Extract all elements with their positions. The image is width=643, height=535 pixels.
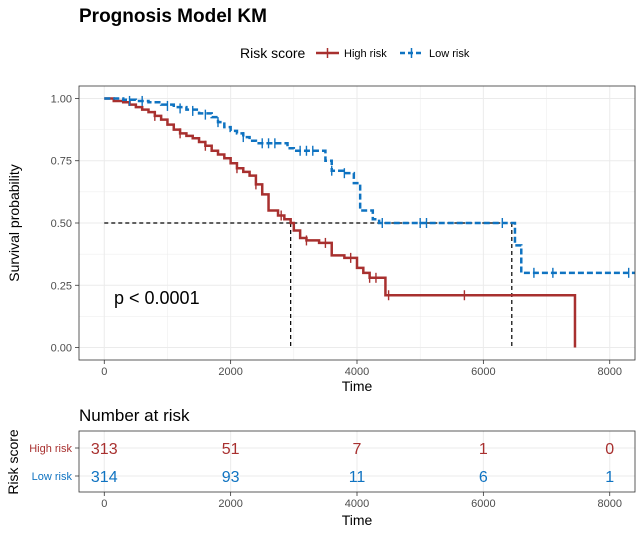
x-axis-label: Time — [342, 378, 373, 394]
risk-value-high-risk: 7 — [353, 441, 362, 458]
risk-table-y-axis-label: Risk score — [5, 429, 21, 495]
chart-title: Prognosis Model KM — [79, 6, 267, 27]
risk-x-tick-label: 4000 — [345, 498, 369, 510]
risk-x-tick-label: 6000 — [471, 498, 495, 510]
main-panel-border — [78, 85, 636, 361]
x-tick-label: 8000 — [597, 366, 621, 378]
risk-value-low-risk: 1 — [605, 469, 614, 486]
series-layer — [104, 95, 635, 348]
risk-panel-border — [78, 430, 636, 493]
risk-x-tick-label: 0 — [101, 498, 107, 510]
risk-value-low-risk: 314 — [91, 469, 118, 486]
x-tick-label: 2000 — [218, 366, 242, 378]
risk-table-x-axis-label: Time — [342, 512, 373, 528]
legend-label-low-risk: Low risk — [429, 48, 470, 60]
legend-label-high-risk: High risk — [344, 48, 387, 60]
x-tick-label: 6000 — [471, 366, 495, 378]
y-tick-label: 0.50 — [51, 218, 72, 230]
y-tick-label: 1.00 — [51, 93, 72, 105]
legend-title: Risk score — [240, 45, 306, 61]
legend: Risk score High risk Low risk — [240, 45, 470, 61]
y-tick-label: 0.00 — [51, 343, 72, 355]
risk-table-values: High risk 313 51 7 1 0 Low risk 314 93 11 6 1 — [29, 441, 614, 486]
risk-x-tick-label: 2000 — [218, 498, 242, 510]
legend-entry-high-risk: High risk — [316, 48, 387, 60]
risk-table-grid — [79, 431, 635, 492]
risk-value-high-risk: 0 — [605, 441, 614, 458]
risk-value-low-risk: 11 — [349, 469, 366, 486]
main-ticks: 0 2000 4000 6000 8000 0.00 0.25 0.50 0.75 1.00 — [51, 93, 622, 378]
risk-row-label-high-risk: High risk — [29, 443, 72, 455]
y-tick-label: 0.75 — [51, 156, 72, 168]
p-value-annotation: p < 0.0001 — [114, 288, 200, 308]
risk-row-label-low-risk: Low risk — [32, 471, 73, 483]
risk-x-tick-label: 8000 — [597, 498, 621, 510]
x-tick-label: 0 — [101, 366, 107, 378]
legend-entry-low-risk: Low risk — [400, 48, 470, 60]
risk-table-ticks: 0 2000 4000 6000 8000 — [75, 447, 622, 510]
risk-value-high-risk: 51 — [222, 441, 240, 458]
x-tick-label: 4000 — [345, 366, 369, 378]
risk-value-high-risk: 313 — [91, 441, 118, 458]
y-axis-label: Survival probability — [6, 164, 22, 282]
risk-value-low-risk: 93 — [222, 469, 240, 486]
risk-table-title: Number at risk — [79, 406, 190, 425]
risk-value-low-risk: 6 — [479, 469, 488, 486]
y-tick-label: 0.25 — [51, 280, 72, 292]
survival-curve-low-risk — [104, 97, 635, 275]
risk-value-high-risk: 1 — [479, 441, 488, 458]
